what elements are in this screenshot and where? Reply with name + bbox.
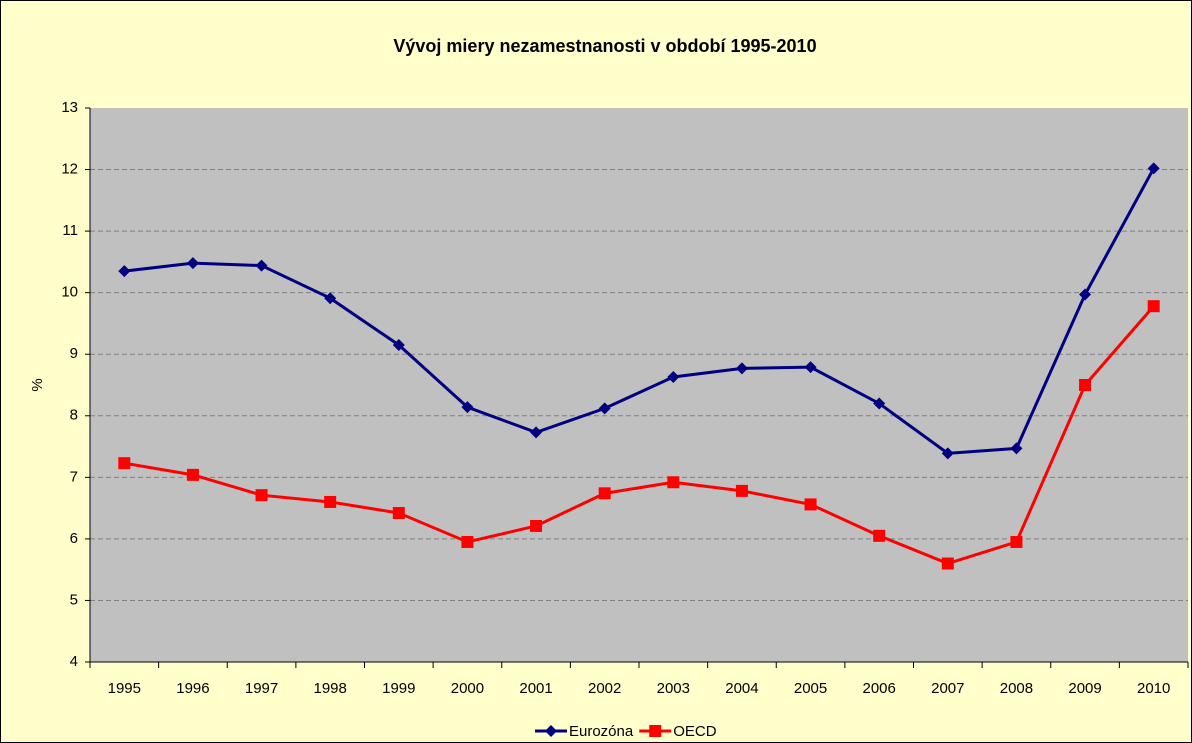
- point-marker: [667, 476, 680, 489]
- point-marker: [461, 535, 474, 548]
- point-marker: [530, 519, 543, 532]
- y-axis-label: %: [29, 378, 46, 391]
- x-tick-label: 1995: [108, 680, 141, 697]
- legend-label: OECD: [673, 723, 717, 740]
- x-tick-label: 2005: [794, 680, 827, 697]
- y-tick-label: 13: [61, 99, 78, 116]
- x-tick-label: 2009: [1068, 680, 1101, 697]
- point-marker: [735, 484, 748, 497]
- y-tick-label: 7: [70, 468, 78, 485]
- point-marker: [941, 557, 954, 570]
- point-marker: [1010, 535, 1023, 548]
- y-tick-label: 10: [61, 284, 78, 301]
- point-marker: [118, 457, 131, 470]
- point-marker: [1147, 162, 1160, 175]
- y-tick-label: 12: [61, 161, 78, 178]
- x-tick-label: 1999: [382, 680, 415, 697]
- point-marker: [941, 447, 954, 460]
- point-marker: [667, 370, 680, 383]
- plot-area: [90, 108, 1188, 662]
- point-marker: [324, 292, 337, 305]
- y-tick-label: 9: [70, 345, 78, 362]
- x-tick-label: 2008: [1000, 680, 1033, 697]
- point-marker: [598, 487, 611, 500]
- point-marker: [873, 397, 886, 410]
- point-marker: [804, 498, 817, 511]
- x-tick-label: 1998: [314, 680, 347, 697]
- point-marker: [735, 362, 748, 375]
- point-marker: [255, 259, 268, 272]
- legend-marker: [545, 725, 557, 737]
- point-marker: [873, 529, 886, 542]
- y-tick-label: 5: [70, 591, 78, 608]
- x-tick-label: 2006: [863, 680, 896, 697]
- point-marker: [530, 426, 543, 439]
- series-line: [124, 305, 1155, 566]
- x-tick-label: 2001: [519, 680, 552, 697]
- point-marker: [598, 402, 611, 415]
- point-marker: [804, 361, 817, 374]
- series-line: [124, 167, 1156, 455]
- x-tick-label: 1996: [176, 680, 209, 697]
- x-tick-label: 1997: [245, 680, 278, 697]
- legend-marker: [649, 725, 662, 737]
- x-tick-label: 2000: [451, 680, 484, 697]
- legend-label: Eurozóna: [569, 723, 634, 740]
- point-marker: [1079, 379, 1092, 391]
- point-marker: [186, 468, 199, 481]
- point-marker: [1147, 300, 1160, 313]
- point-marker: [118, 265, 131, 278]
- y-tick-label: 8: [70, 407, 78, 424]
- point-marker: [392, 338, 405, 351]
- point-marker: [324, 495, 337, 508]
- chart-title: Vývoj miery nezamestnanosti v období 199…: [393, 36, 816, 56]
- point-marker: [392, 507, 405, 520]
- x-tick-label: 2007: [931, 680, 964, 697]
- x-tick-label: 2010: [1137, 680, 1170, 697]
- point-marker: [1079, 288, 1092, 301]
- x-tick-label: 2004: [725, 680, 758, 697]
- point-marker: [255, 489, 268, 502]
- point-marker: [186, 257, 199, 270]
- y-tick-label: 4: [70, 653, 78, 670]
- y-tick-label: 6: [70, 530, 78, 547]
- x-tick-label: 2002: [588, 680, 621, 697]
- point-marker: [461, 401, 474, 414]
- point-marker: [1010, 442, 1023, 455]
- x-tick-label: 2003: [657, 680, 690, 697]
- y-tick-label: 11: [62, 222, 78, 239]
